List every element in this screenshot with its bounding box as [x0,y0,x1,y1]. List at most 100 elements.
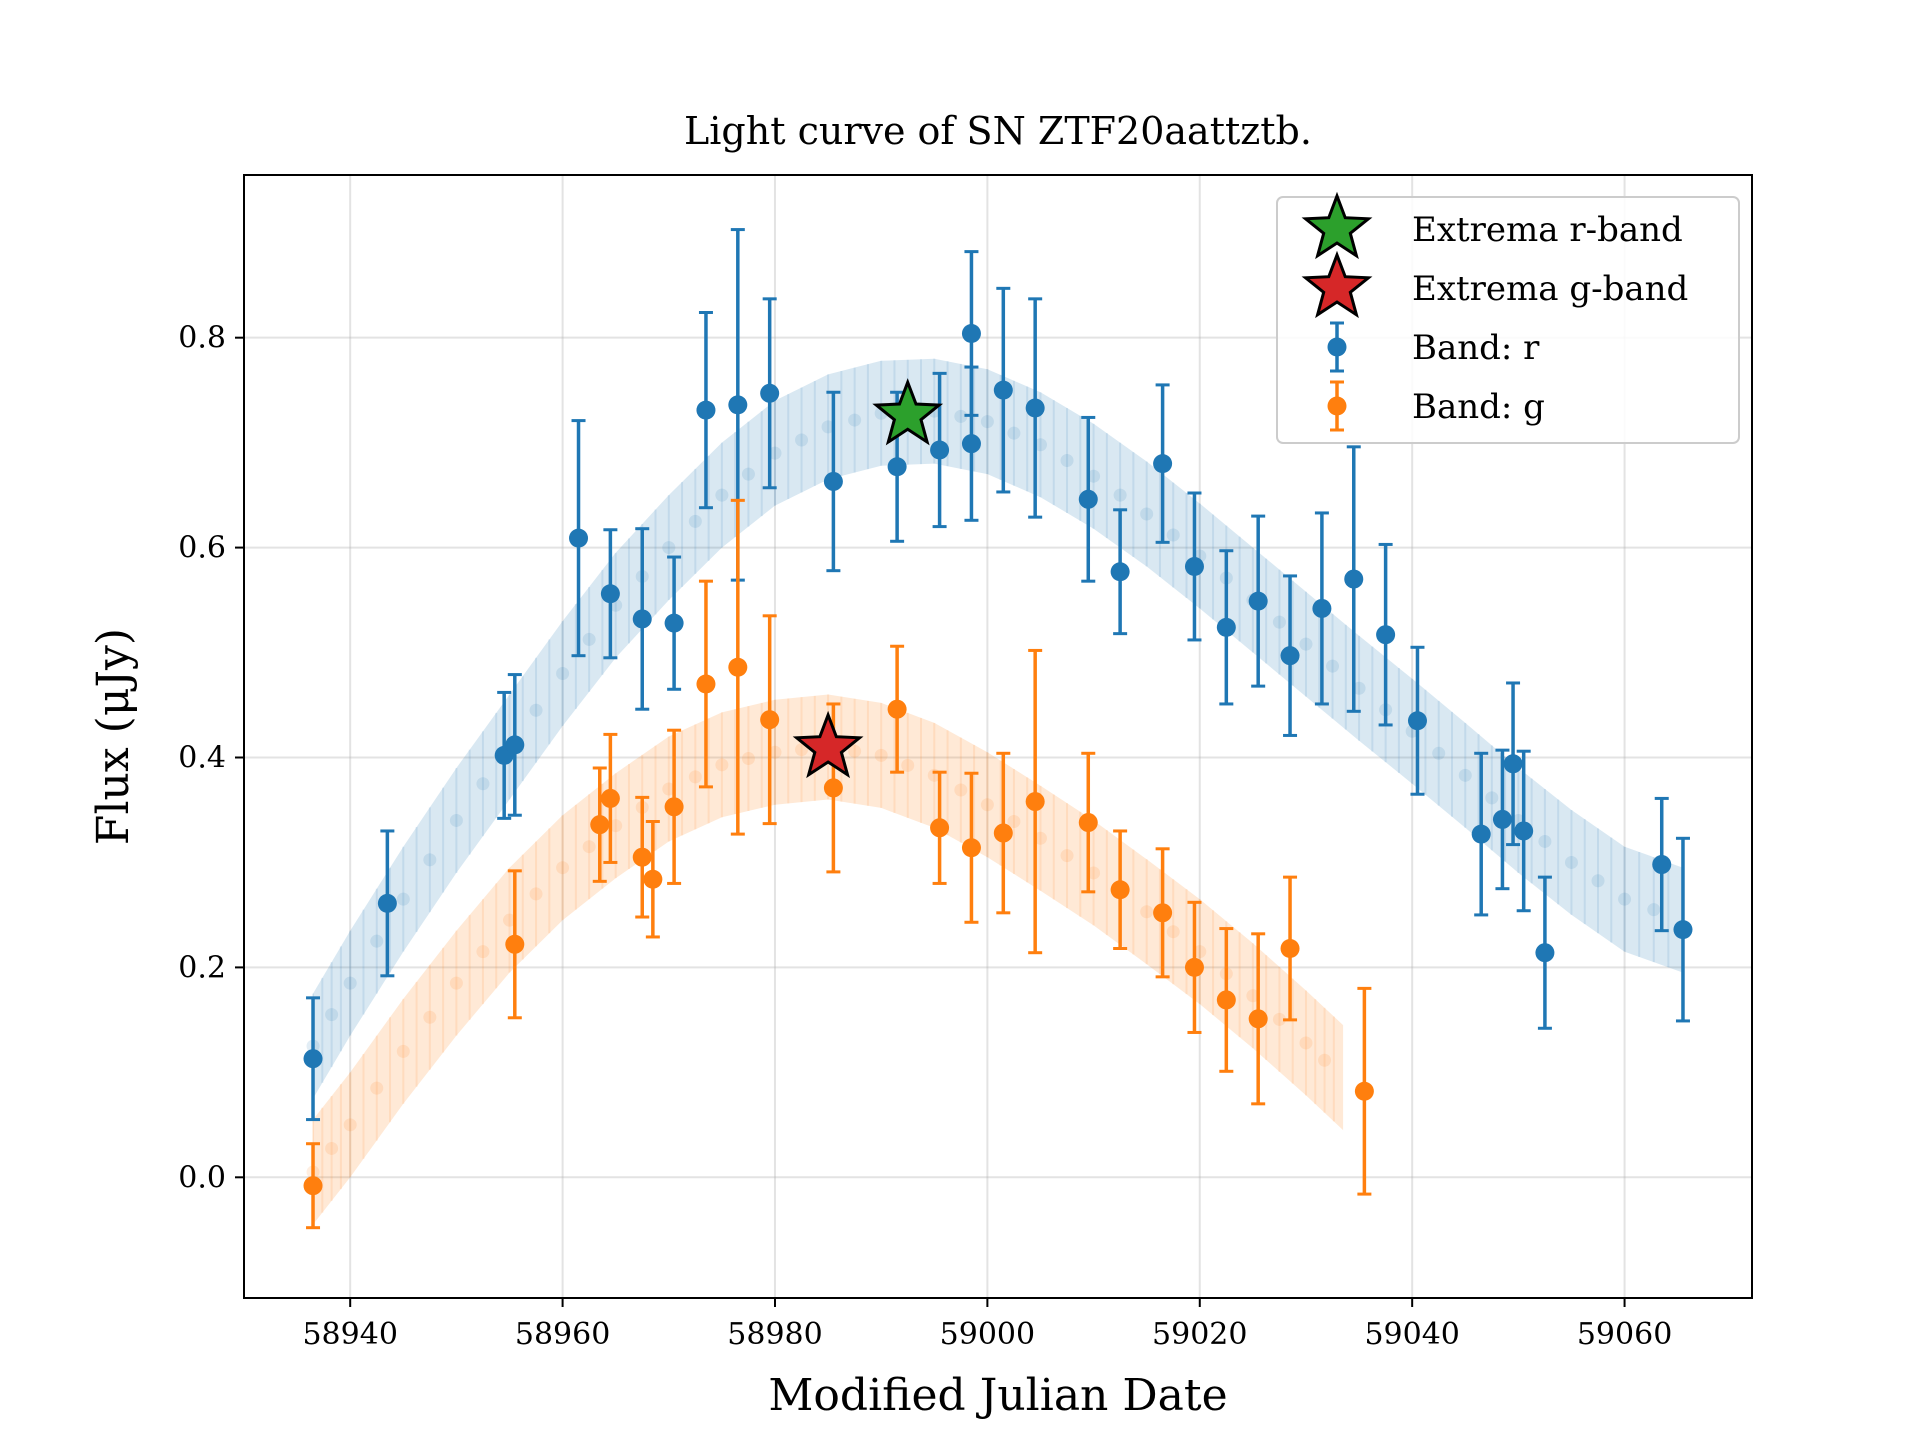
data-point [1216,927,1236,1073]
data-point [505,673,525,817]
model-point-r [1326,659,1340,673]
data-marker [664,613,684,633]
legend-label: Band: g [1412,387,1545,427]
model-point-g [423,1010,437,1024]
legend-label: Band: r [1412,328,1540,368]
data-point [760,297,780,490]
y-tick-label: 0.0 [178,1160,226,1195]
data-marker [632,847,652,867]
data-point [1153,383,1173,544]
model-point-g [609,819,623,833]
legend-label: Extrema r-band [1412,210,1683,250]
data-marker [1407,711,1427,731]
x-tick-label: 58940 [302,1317,397,1352]
model-point-r [1538,834,1552,848]
data-marker [930,440,950,460]
data-point [1280,574,1300,737]
data-point [1248,514,1268,688]
model-point-r [954,409,968,423]
data-marker [377,893,397,913]
data-marker [1673,920,1693,940]
data-marker [1153,903,1173,923]
legend-item: Band: g [1327,380,1545,432]
model-point-g [1140,905,1154,919]
data-marker [1535,943,1555,963]
data-point [1673,836,1693,1023]
data-marker [1153,454,1173,474]
x-tick-label: 59020 [1152,1317,1247,1352]
data-point [1652,796,1672,933]
x-axis-label: Modified Julian Date [768,1370,1227,1421]
data-marker [1184,957,1204,977]
model-point-g [1272,1012,1286,1026]
data-point [1514,749,1534,913]
data-marker [1503,754,1523,774]
data-marker [961,434,981,454]
x-tick-label: 59040 [1364,1317,1459,1352]
legend-marker-icon [1327,337,1347,357]
y-tick-label: 0.4 [178,740,226,775]
model-point-g [370,1081,384,1095]
legend-item: Extrema r-band [1301,191,1683,260]
model-point-g [582,840,596,854]
data-marker [600,788,620,808]
model-point-r [980,415,994,429]
extrema-star [792,710,864,779]
data-point [1376,542,1396,727]
data-point [1110,829,1130,951]
data-marker [1078,489,1098,509]
data-point [1078,751,1098,894]
model-point-g [1166,925,1180,939]
model-point-r [1033,438,1047,452]
data-point [823,390,843,573]
data-point [1248,932,1268,1106]
data-point [1492,748,1512,891]
model-point-r [1618,892,1632,906]
y-tick-label: 0.8 [178,321,226,356]
model-point-r [1564,855,1578,869]
data-marker [600,584,620,604]
data-marker [993,823,1013,843]
legend-box [1276,196,1740,444]
data-point [494,690,514,820]
model-point-g [343,1118,357,1132]
model-point-g [325,1141,339,1155]
y-axis-label: Flux (μJy) [88,628,139,845]
data-point [643,820,663,939]
model-point-g [1193,945,1207,959]
data-point [600,732,620,864]
model-point-g [1318,1053,1332,1067]
data-marker [1471,824,1491,844]
plot-frame [243,174,1753,1299]
data-point [505,869,525,1020]
model-point-g [768,745,782,759]
data-marker [505,735,525,755]
model-point-r [1432,746,1446,760]
data-point [930,371,950,529]
data-point [696,310,716,510]
data-marker [823,471,843,491]
model-point-g [688,770,702,784]
data-marker [1216,617,1236,637]
data-point [993,286,1013,494]
data-marker [643,869,663,889]
model-point-g [741,752,755,766]
data-marker [930,818,950,838]
data-marker [760,383,780,403]
data-point [1216,549,1236,706]
extrema-star [872,378,944,446]
model-point-g [529,887,543,901]
model-point-g [1007,815,1021,829]
data-marker [1216,990,1236,1010]
data-point [961,365,981,522]
model-point-r [688,514,702,528]
data-point [1153,847,1173,979]
data-point [377,829,397,978]
model-point-r [715,488,729,502]
data-marker [887,699,907,719]
chart-title: Light curve of SN ZTF20aattztb. [684,109,1312,153]
data-marker [664,797,684,817]
data-marker [728,657,748,677]
legend-star-icon [1301,250,1373,319]
